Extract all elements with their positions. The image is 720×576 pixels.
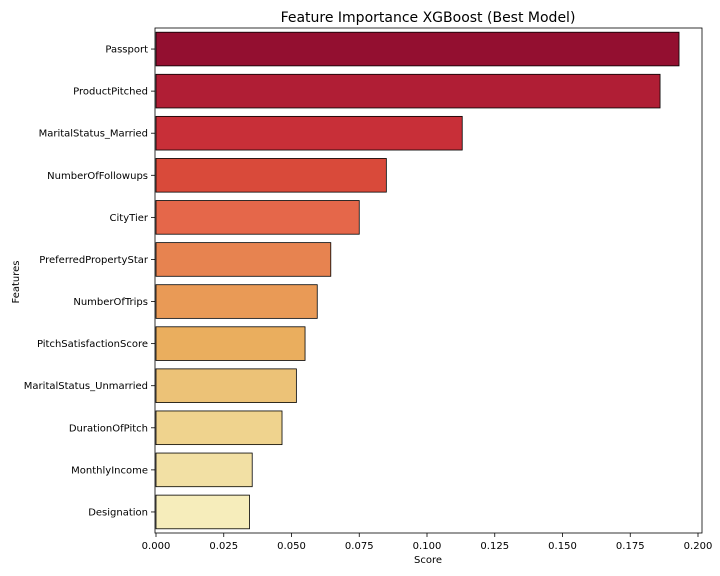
x-tick-label: 0.125 bbox=[480, 541, 509, 552]
y-tick-label: MaritalStatus_Married bbox=[39, 129, 148, 140]
y-tick-label: PreferredPropertyStar bbox=[39, 255, 149, 266]
bar-DurationOfPitch bbox=[155, 410, 283, 446]
y-tick-label: MonthlyIncome bbox=[71, 465, 148, 476]
x-tick-label: 0.100 bbox=[413, 541, 442, 552]
x-tick-label: 0.050 bbox=[277, 541, 306, 552]
y-tick-labels: Passport ProductPitched MaritalStatus_Marr… bbox=[24, 45, 155, 518]
bar-CityTier bbox=[155, 200, 360, 235]
y-tick-label: CityTier bbox=[110, 213, 149, 224]
bar-NumberOfTrips bbox=[155, 284, 318, 319]
x-tick-label: 0.150 bbox=[548, 541, 577, 552]
y-tick-label: ProductPitched bbox=[73, 87, 148, 98]
bar-MonthlyIncome bbox=[155, 452, 253, 488]
bar-PitchSatisfactionScore bbox=[155, 326, 306, 361]
y-tick-label: Designation bbox=[88, 507, 148, 518]
bar-PreferredPropertyStar bbox=[155, 242, 332, 277]
bar-Passport bbox=[155, 31, 680, 67]
x-tick-label: 0.200 bbox=[684, 541, 713, 552]
y-axis-label: Features bbox=[11, 261, 22, 304]
bar-MaritalStatus_Unmarried bbox=[155, 368, 297, 403]
x-tick-label: 0.025 bbox=[209, 541, 238, 552]
chart-title: Feature Importance XGBoost (Best Model) bbox=[281, 10, 576, 26]
bars-group bbox=[155, 31, 680, 530]
bar-MaritalStatus_Married bbox=[155, 115, 463, 151]
y-tick-label: NumberOfFollowups bbox=[47, 171, 148, 182]
x-axis-label: Score bbox=[414, 555, 442, 566]
y-tick-label: PitchSatisfactionScore bbox=[37, 339, 148, 350]
y-tick-label: DurationOfPitch bbox=[69, 423, 148, 434]
x-ticks: 0.000 0.025 0.050 0.075 0.100 0.125 0.150 0.175… bbox=[142, 533, 713, 552]
y-tick-label: MaritalStatus_Unmarried bbox=[24, 381, 148, 392]
bar-NumberOfFollowups bbox=[155, 158, 387, 193]
plot-frame bbox=[154, 27, 703, 534]
bar-Designation bbox=[155, 494, 250, 530]
x-tick-label: 0.000 bbox=[142, 541, 171, 552]
bar-ProductPitched bbox=[155, 73, 661, 109]
y-tick-label: NumberOfTrips bbox=[73, 297, 148, 308]
x-tick-label: 0.075 bbox=[345, 541, 374, 552]
y-tick-label: Passport bbox=[105, 45, 148, 56]
x-tick-label: 0.175 bbox=[616, 541, 645, 552]
